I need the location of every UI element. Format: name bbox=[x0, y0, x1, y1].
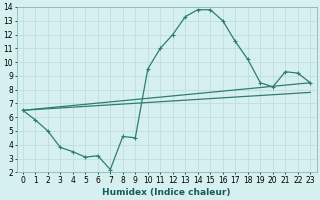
X-axis label: Humidex (Indice chaleur): Humidex (Indice chaleur) bbox=[102, 188, 231, 197]
